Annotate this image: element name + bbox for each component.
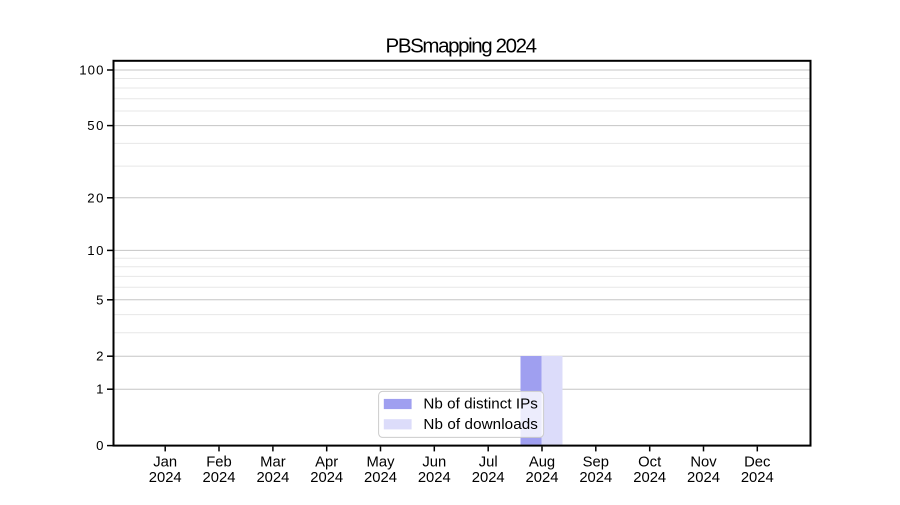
svg-text:Dec: Dec (744, 455, 771, 471)
svg-text:2024: 2024 (364, 470, 397, 486)
svg-text:1: 1 (96, 382, 103, 397)
svg-text:2024: 2024 (418, 470, 451, 486)
svg-text:May: May (367, 455, 396, 471)
svg-text:2024: 2024 (472, 470, 505, 486)
svg-text:Oct: Oct (638, 455, 661, 471)
svg-text:2024: 2024 (203, 470, 236, 486)
svg-text:2024: 2024 (579, 470, 612, 486)
svg-text:2: 2 (96, 349, 103, 364)
svg-text:50: 50 (87, 118, 103, 133)
svg-text:Sep: Sep (583, 455, 609, 471)
svg-text:2024: 2024 (256, 470, 289, 486)
svg-text:Jun: Jun (422, 455, 446, 471)
svg-text:2024: 2024 (633, 470, 666, 486)
svg-text:Jul: Jul (479, 455, 498, 471)
svg-text:PBSmapping 2024: PBSmapping 2024 (386, 34, 538, 57)
svg-text:Nov: Nov (690, 455, 717, 471)
svg-text:Apr: Apr (315, 455, 338, 471)
svg-text:2024: 2024 (526, 470, 559, 486)
svg-text:20: 20 (87, 190, 103, 205)
svg-text:2024: 2024 (741, 470, 774, 486)
svg-text:2024: 2024 (310, 470, 343, 486)
svg-text:Feb: Feb (206, 455, 232, 471)
svg-text:100: 100 (79, 63, 103, 78)
svg-text:0: 0 (96, 438, 103, 453)
svg-text:Nb of distinct IPs: Nb of distinct IPs (423, 396, 538, 413)
svg-text:2024: 2024 (149, 470, 182, 486)
svg-text:Nb of downloads: Nb of downloads (423, 416, 538, 433)
svg-text:Mar: Mar (260, 455, 286, 471)
svg-text:Aug: Aug (529, 455, 555, 471)
svg-text:10: 10 (87, 243, 103, 258)
svg-text:2024: 2024 (687, 470, 720, 486)
svg-text:5: 5 (96, 292, 103, 307)
svg-text:Jan: Jan (153, 455, 177, 471)
